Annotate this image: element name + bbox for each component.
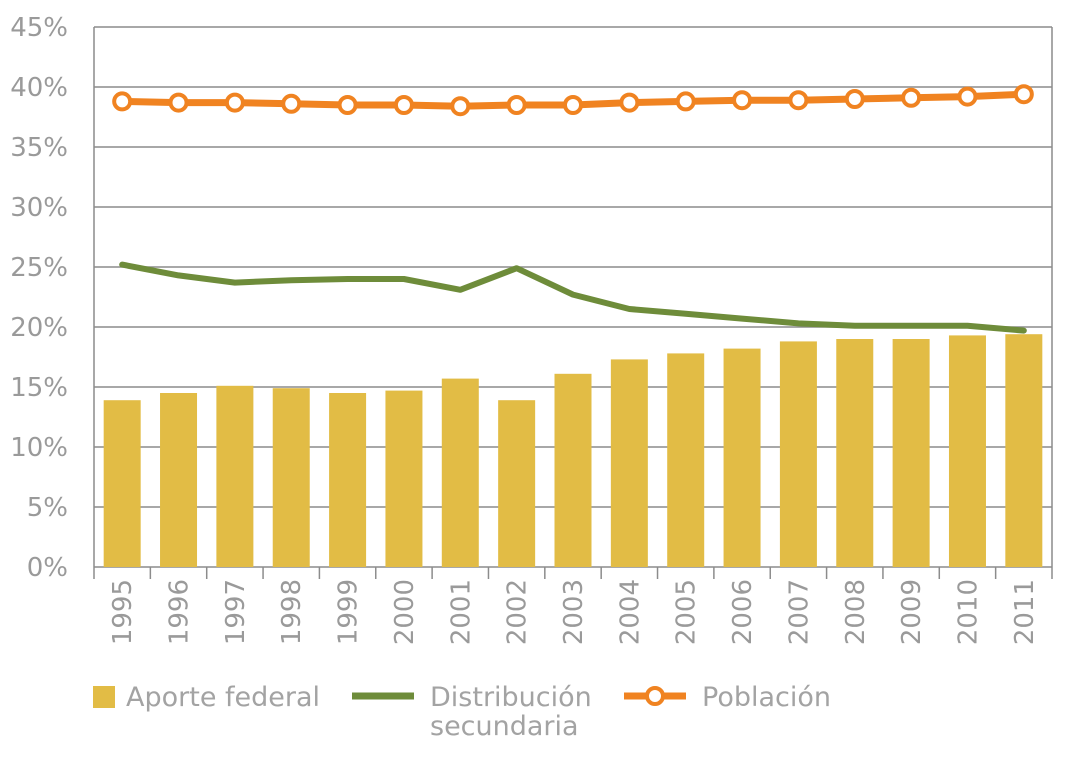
bar	[723, 348, 761, 567]
bar	[272, 388, 310, 567]
x-tick-label: 1997	[221, 579, 251, 645]
y-tick-label: 40%	[10, 73, 68, 103]
x-tick-label: 2007	[784, 579, 814, 645]
x-axis: 1995 1996 1997 1998 1999 2000 2001 2002 2003 2004…	[93, 567, 1053, 645]
bar-series-aporte-federal	[103, 334, 1043, 567]
bar	[667, 353, 705, 567]
bar	[103, 400, 141, 567]
legend-swatch-aporte-federal	[93, 686, 115, 708]
data-point-poblacion	[281, 93, 302, 114]
data-point-poblacion	[450, 96, 471, 117]
y-tick-label: 25%	[10, 253, 68, 283]
bar	[948, 335, 986, 567]
bar	[1005, 334, 1043, 567]
legend-label-poblacion: Población	[702, 682, 831, 713]
data-point-poblacion	[506, 95, 527, 115]
data-point-poblacion	[619, 92, 640, 113]
data-point-poblacion	[168, 92, 189, 113]
x-tick-label: 1998	[277, 579, 307, 645]
gridlines	[93, 26, 1053, 568]
bar	[836, 339, 874, 567]
x-tick-label: 1995	[108, 579, 138, 645]
bar	[498, 400, 536, 567]
bar	[554, 373, 592, 567]
y-axis: 0% 5% 10% 15% 20% 25% 30% 35% 40% 45%	[10, 13, 68, 583]
data-point-poblacion	[337, 95, 358, 115]
x-tick-label: 2005	[672, 579, 702, 645]
x-tick-label: 2011	[1010, 579, 1040, 645]
x-tick-label: 2003	[559, 579, 589, 645]
y-tick-label: 5%	[27, 493, 68, 523]
data-point-poblacion	[112, 91, 133, 112]
line-series-poblacion	[112, 84, 1034, 117]
bar	[329, 393, 367, 567]
bar	[441, 378, 479, 567]
x-tick-label: 1999	[334, 579, 364, 645]
x-tick-label: 2002	[503, 579, 533, 645]
data-point-poblacion	[788, 90, 809, 111]
y-tick-label: 35%	[10, 133, 68, 163]
data-point-poblacion	[393, 95, 414, 115]
series-line-distribucion	[119, 261, 1027, 334]
legend-label-distribucion-line2: secundaria	[430, 711, 579, 742]
bar	[892, 339, 930, 567]
x-tick-label: 2001	[446, 579, 476, 645]
legend-label-distribucion-secundaria: Distribución secundaria	[430, 682, 600, 742]
x-tick-label: 1996	[165, 579, 195, 645]
y-tick-label: 20%	[10, 313, 68, 343]
y-tick-label: 30%	[10, 193, 68, 223]
line-series-distribucion-secundaria	[119, 261, 1027, 334]
bar	[779, 341, 817, 567]
data-point-poblacion	[675, 91, 696, 112]
legend-label-distribucion-line1: Distribución	[430, 682, 592, 713]
data-point-poblacion	[224, 92, 245, 113]
bar	[385, 390, 423, 567]
data-point-poblacion	[844, 89, 865, 109]
legend-label-aporte-federal: Aporte federal	[126, 682, 320, 713]
data-point-poblacion	[1013, 84, 1034, 105]
data-point-poblacion	[901, 87, 922, 108]
y-tick-label: 45%	[10, 13, 68, 43]
x-tick-label: 2008	[841, 579, 871, 645]
x-tick-label: 2000	[390, 579, 420, 645]
data-point-poblacion	[732, 90, 753, 111]
bar	[160, 393, 198, 567]
data-point-poblacion	[957, 86, 978, 107]
y-tick-label: 10%	[10, 433, 68, 463]
x-tick-label: 2006	[728, 579, 758, 645]
y-tick-label: 0%	[27, 553, 68, 583]
data-point-poblacion	[563, 95, 583, 115]
legend-swatch-poblacion-marker	[645, 686, 665, 706]
legend: Aporte federal Distribución secundaria P…	[93, 682, 831, 742]
bar	[216, 385, 254, 567]
bar	[610, 359, 648, 567]
x-tick-label: 2010	[953, 579, 983, 645]
x-tick-label: 2009	[897, 579, 927, 645]
x-tick-label: 2004	[615, 579, 645, 645]
y-tick-label: 15%	[10, 373, 68, 403]
